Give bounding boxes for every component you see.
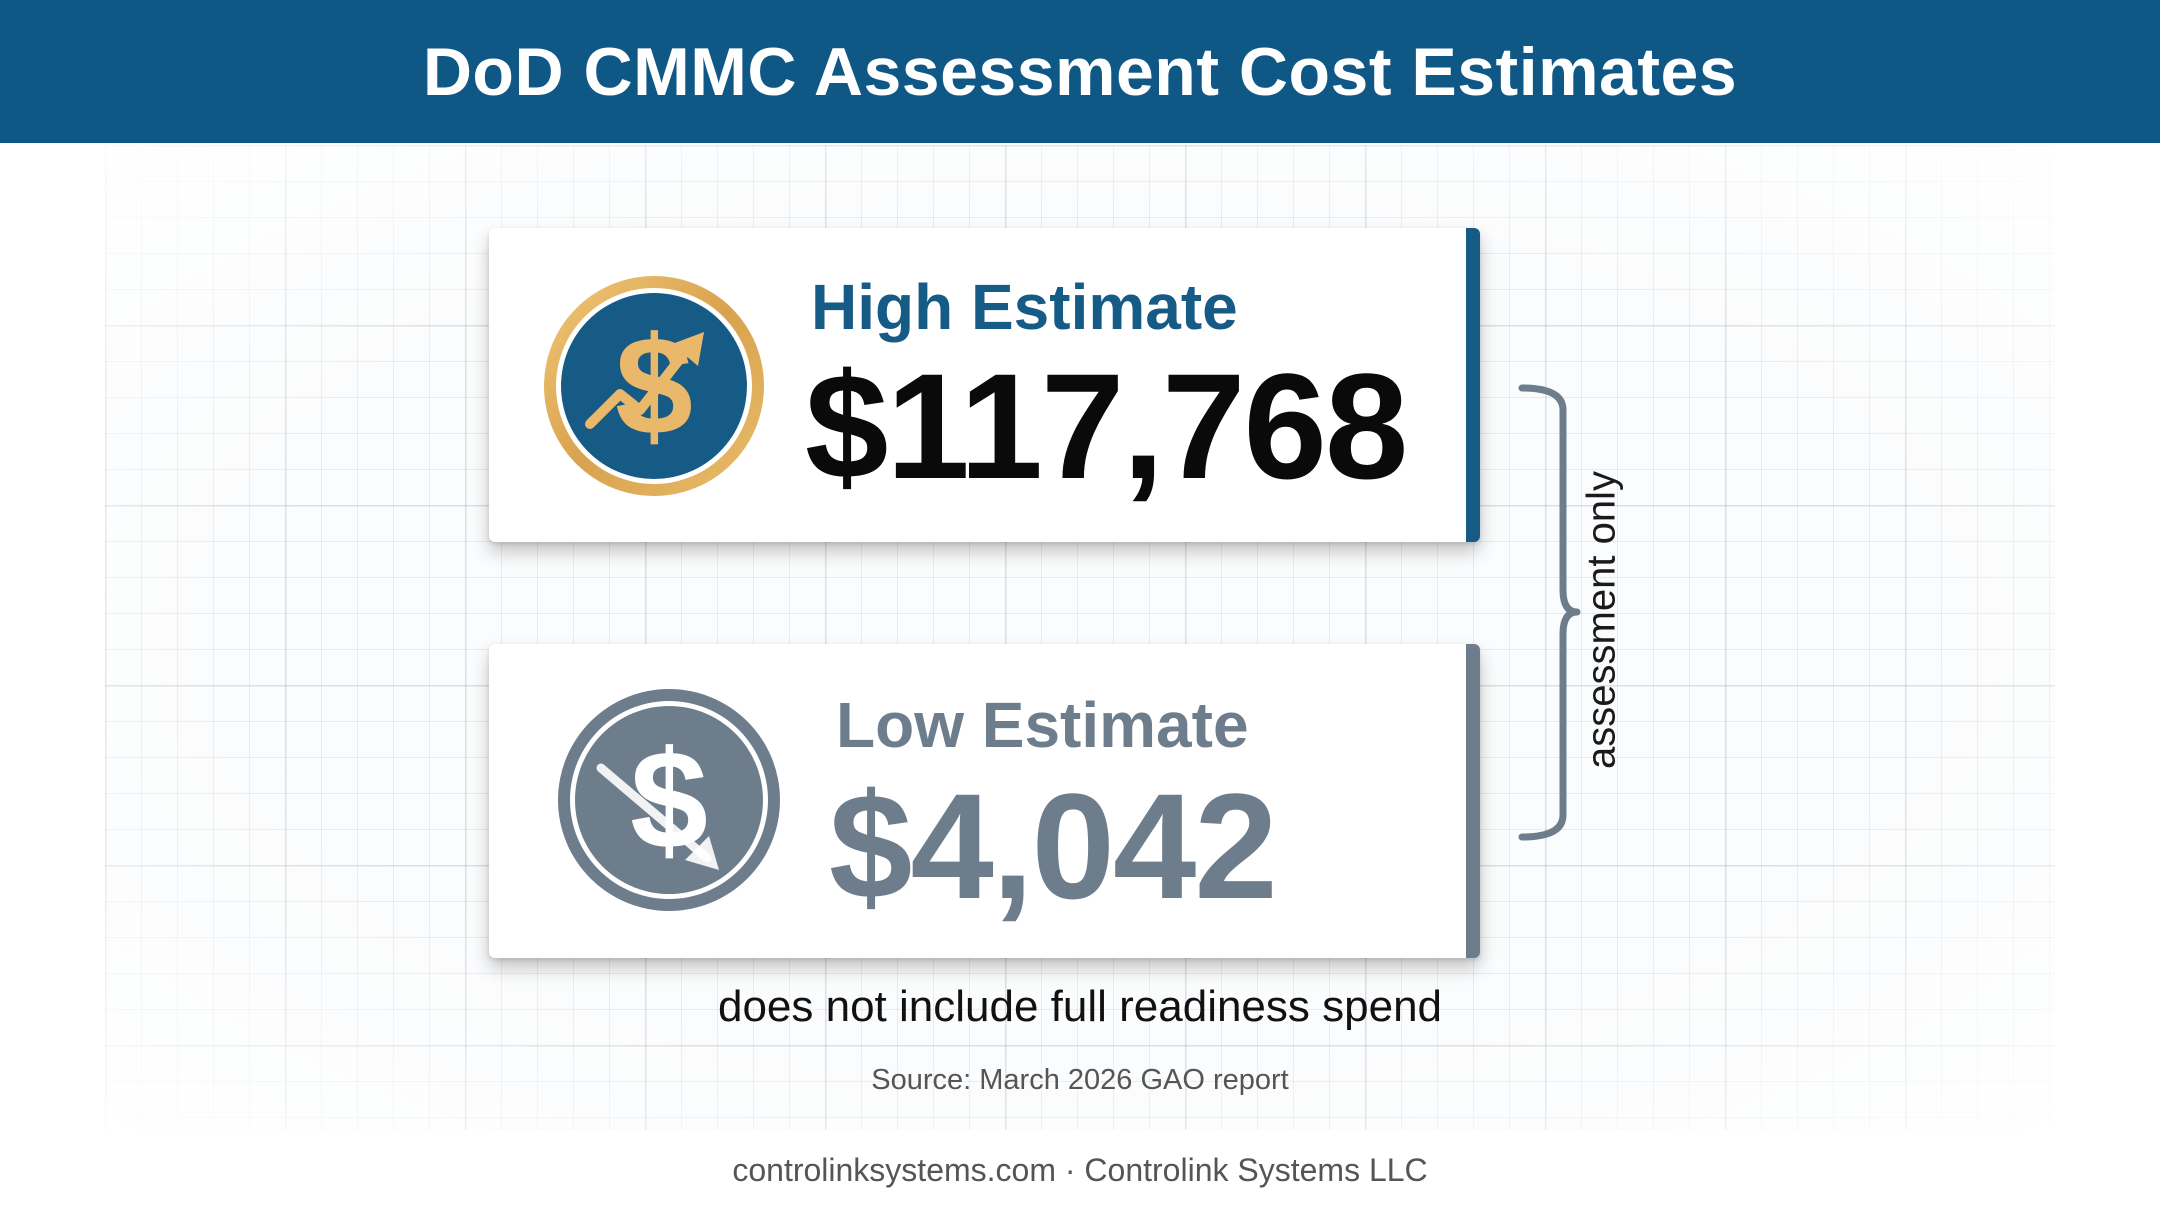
readiness-note: does not include full readiness spend <box>717 982 1443 1031</box>
dollar-up-arrow-icon: $ <box>542 274 766 498</box>
low-estimate-card: $ Low Estimate $4,042 <box>489 644 1480 958</box>
dollar-down-arrow-icon: $ <box>557 688 781 912</box>
low-estimate-value: $4,042 <box>829 762 1278 930</box>
low-estimate-label: Low Estimate <box>836 689 1249 761</box>
high-estimate-label: High Estimate <box>811 271 1238 343</box>
assessment-only-label: assessment only <box>1580 471 1624 769</box>
high-estimate-card: $ High Estimate $117,768 <box>489 228 1480 542</box>
footer-credit: controlinksystems.com · Controlink Syste… <box>732 1152 1428 1188</box>
high-estimate-value: $117,768 <box>805 342 1408 510</box>
assessment-only-text: assessment only <box>1579 471 1624 769</box>
assessment-bracket <box>1515 380 1595 845</box>
page-title: DoD CMMC Assessment Cost Estimates <box>422 33 1738 110</box>
source-citation: Source: March 2026 GAO report <box>871 1064 1289 1096</box>
header-banner: DoD CMMC Assessment Cost Estimates <box>0 0 2160 143</box>
